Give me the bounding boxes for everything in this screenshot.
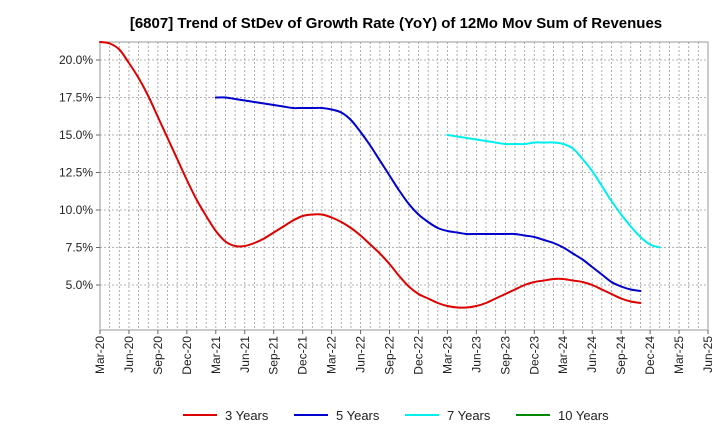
legend-label: 3 Years: [225, 408, 269, 423]
x-tick-label: Jun-20: [122, 336, 136, 373]
x-axis-ticks: Mar-20 Jun-20 Sep-20 Dec-20 Mar-21 Jun-21 Sep-…: [93, 330, 715, 375]
y-tick-label: 7.5%: [66, 241, 94, 255]
legend-label: 5 Years: [336, 408, 380, 423]
legend-item: 3 Years: [183, 408, 269, 423]
x-tick-label: Jun-25: [701, 336, 715, 373]
x-tick-label: Mar-22: [325, 336, 339, 374]
series-layer: [99, 41, 661, 309]
series-line-7-years: [446, 134, 661, 249]
x-tick-label: Sep-22: [383, 336, 397, 375]
grid-layer: [100, 42, 708, 330]
x-tick-label: Mar-24: [556, 336, 570, 374]
x-tick-label: Mar-25: [672, 336, 686, 374]
x-tick-label: Jun-23: [469, 336, 483, 373]
plot-area: [99, 41, 709, 331]
x-tick-label: Dec-20: [180, 336, 194, 375]
y-tick-label: 15.0%: [59, 128, 93, 142]
legend-item: 10 Years: [516, 408, 609, 423]
x-tick-label: Sep-20: [151, 336, 165, 375]
x-tick-label: Sep-21: [267, 336, 281, 375]
y-tick-label: 12.5%: [59, 166, 93, 180]
x-tick-label: Dec-21: [296, 336, 310, 375]
x-tick-label: Jun-22: [354, 336, 368, 373]
legend-item: 5 Years: [294, 408, 380, 423]
x-tick-label: Dec-23: [527, 336, 541, 375]
x-tick-label: Mar-20: [93, 336, 107, 374]
legend-label: 10 Years: [558, 408, 609, 423]
legend-label: 7 Years: [447, 408, 491, 423]
x-tick-label: Dec-24: [643, 336, 657, 375]
legend: 3 Years 5 Years 7 Years 10 Years: [183, 408, 609, 423]
y-tick-label: 17.5%: [59, 91, 93, 105]
y-tick-label: 5.0%: [66, 278, 94, 292]
x-tick-label: Mar-21: [209, 336, 223, 374]
x-tick-label: Sep-23: [498, 336, 512, 375]
series-line-5-years: [214, 96, 642, 292]
y-tick-label: 10.0%: [59, 203, 93, 217]
x-tick-label: Jun-24: [585, 336, 599, 373]
y-axis-ticks: 5.0% 7.5% 10.0% 12.5% 15.0% 17.5% 20.0%: [59, 53, 100, 292]
x-tick-label: Dec-22: [411, 336, 425, 375]
series-line-3-years: [99, 41, 642, 309]
y-tick-label: 20.0%: [59, 53, 93, 67]
x-tick-label: Sep-24: [614, 336, 628, 375]
x-tick-label: Jun-21: [238, 336, 252, 373]
x-tick-label: Mar-23: [440, 336, 454, 374]
chart-title: [6807] Trend of StDev of Growth Rate (Yo…: [130, 15, 662, 32]
legend-item: 7 Years: [405, 408, 491, 423]
